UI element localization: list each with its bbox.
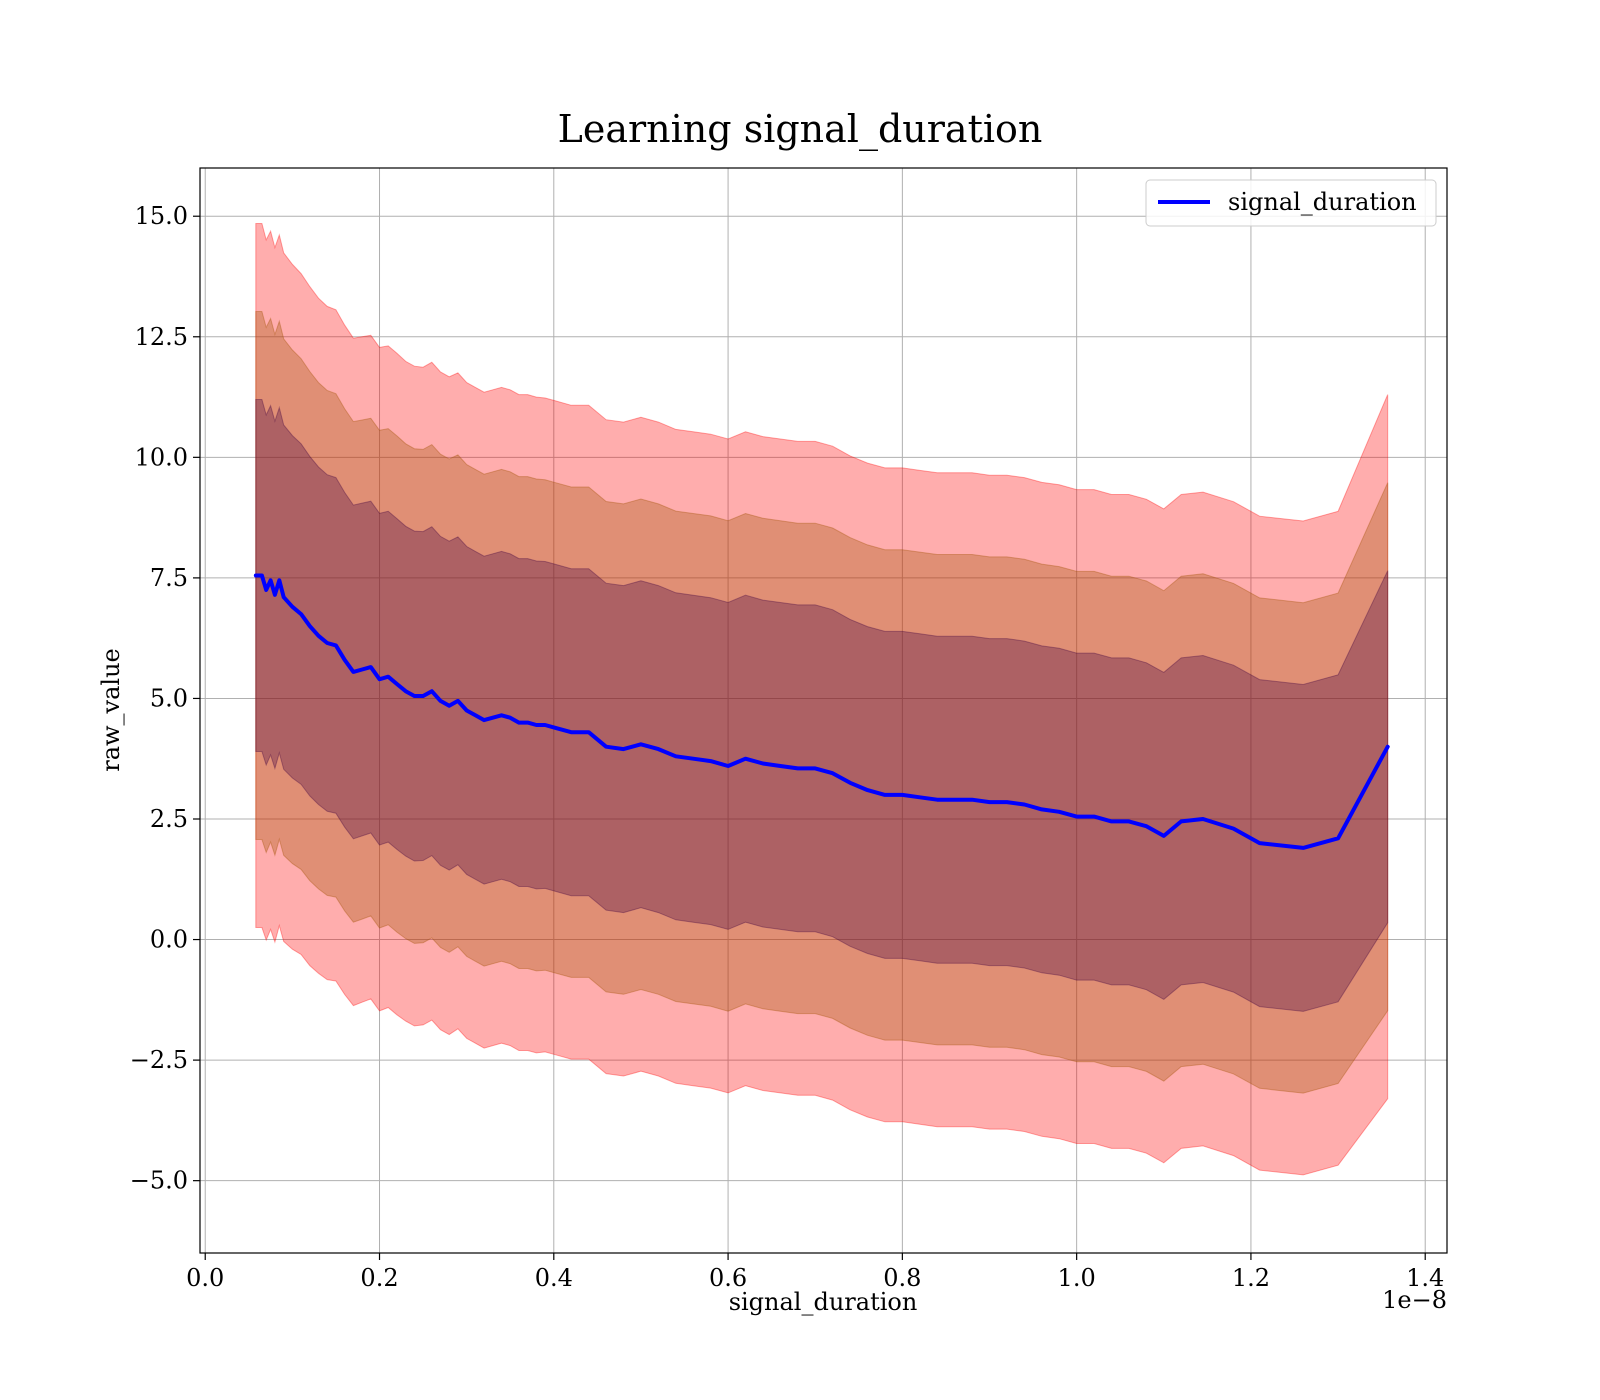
band-1-5-std: [255, 311, 1389, 1094]
y-tick-label: 7.5: [150, 564, 188, 592]
y-tick-label: −2.5: [130, 1046, 188, 1074]
x-tick-label: 0.0: [186, 1264, 224, 1292]
y-tick-label: 5.0: [150, 684, 188, 712]
x-tick-label: 0.4: [535, 1264, 573, 1292]
y-tick-label: 15.0: [135, 202, 188, 230]
x-axis-ticks: 0.0 0.2 0.4 0.6 0.8 1.0 1.2 1.4: [186, 1253, 1444, 1292]
band-1-std: [255, 399, 1389, 1012]
x-axis-label: signal_duration: [729, 1288, 918, 1316]
chart-title: Learning signal_duration: [558, 107, 1043, 152]
y-tick-label: −5.0: [130, 1167, 188, 1195]
x-tick-label: 0.2: [360, 1264, 398, 1292]
y-tick-label: 0.0: [150, 926, 188, 954]
x-tick-label: 0.8: [883, 1264, 921, 1292]
legend-entry-signal-duration: signal_duration: [1228, 188, 1417, 216]
series-lines: [253, 573, 1390, 850]
x-axis-offset-label: 1e−8: [1382, 1286, 1447, 1314]
axes-frame: [199, 167, 1448, 1254]
confidence-bands: [255, 223, 1389, 1176]
y-tick-label: 2.5: [150, 805, 188, 833]
y-axis-label: raw_value: [97, 648, 125, 772]
legend: signal_duration: [1145, 179, 1437, 227]
x-tick-label: 1.2: [1232, 1264, 1270, 1292]
x-tick-label: 1.4: [1406, 1264, 1444, 1292]
x-tick-label: 1.0: [1058, 1264, 1096, 1292]
x-tick-label: 0.6: [709, 1264, 747, 1292]
y-tick-label: 12.5: [135, 323, 188, 351]
series-line-signal-duration: [253, 573, 1390, 850]
y-axis-ticks: −5.0 −2.5 0.0 2.5 5.0 7.5 10.0 12.5 15.0: [130, 202, 200, 1195]
legend-box: [1145, 179, 1437, 227]
band-2-std: [255, 223, 1389, 1176]
grid-layer: [200, 168, 1447, 1253]
y-tick-label: 10.0: [135, 443, 188, 471]
